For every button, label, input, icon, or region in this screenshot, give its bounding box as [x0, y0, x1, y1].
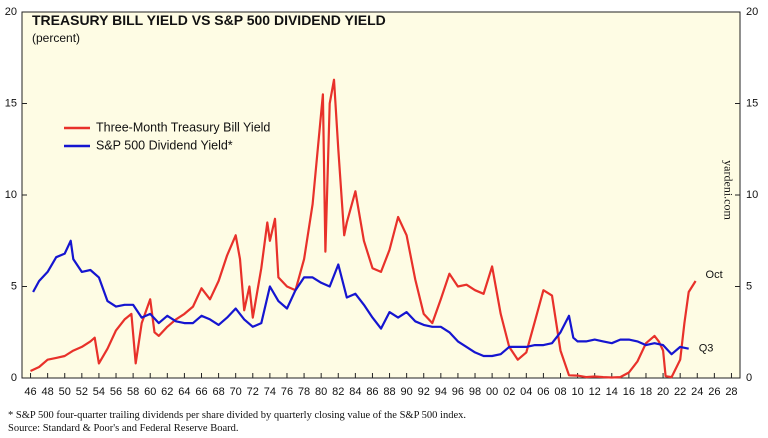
y-tick-label: 15	[5, 97, 17, 109]
x-tick-label: 18	[640, 386, 652, 398]
x-tick-label: 90	[401, 386, 413, 398]
x-tick-label: 88	[383, 386, 395, 398]
x-tick-label: 14	[606, 386, 618, 398]
x-tick-label: 58	[127, 386, 139, 398]
x-tick-label: 66	[195, 386, 207, 398]
x-tick-label: 68	[212, 386, 224, 398]
plot-area	[21, 11, 741, 379]
series-line	[32, 239, 689, 358]
y2-tick-label: 10	[746, 189, 758, 201]
end-label: Q3	[699, 343, 714, 355]
x-tick-label: 64	[178, 386, 190, 398]
x-tick-label: 02	[503, 386, 515, 398]
y2-tick-label: 15	[746, 97, 758, 109]
x-tick-label: 76	[281, 386, 293, 398]
x-tick-label: 04	[520, 386, 532, 398]
y-tick-label: 10	[5, 189, 17, 201]
x-tick-label: 54	[93, 386, 105, 398]
x-tick-label: 16	[623, 386, 635, 398]
x-tick-label: 72	[247, 386, 259, 398]
y-tick-label: 0	[11, 372, 17, 384]
y2-tick-label: 5	[746, 280, 752, 292]
x-tick-label: 28	[725, 386, 737, 398]
x-tick-label: 70	[230, 386, 242, 398]
x-tick-label: 78	[298, 386, 310, 398]
chart-subtitle: (percent)	[32, 31, 80, 45]
series-line	[30, 78, 697, 379]
x-tick-label: 08	[554, 386, 566, 398]
x-tick-label: 98	[469, 386, 481, 398]
x-tick-label: 92	[418, 386, 430, 398]
x-tick-label: 46	[24, 386, 36, 398]
x-tick-label: 10	[571, 386, 583, 398]
source-credit: yardeni.com	[721, 160, 735, 220]
footnote: Source: Standard & Poor's and Federal Re…	[8, 423, 239, 434]
x-tick-label: 24	[691, 386, 703, 398]
x-tick-label: 94	[435, 386, 447, 398]
x-tick-label: 52	[76, 386, 88, 398]
x-tick-label: 20	[657, 386, 669, 398]
end-label: Oct	[706, 269, 723, 281]
x-tick-label: 84	[349, 386, 361, 398]
legend-label: S&P 500 Dividend Yield*	[96, 138, 233, 152]
x-tick-label: 00	[486, 386, 498, 398]
footnote: * S&P 500 four-quarter trailing dividend…	[8, 410, 466, 421]
x-tick-label: 50	[59, 386, 71, 398]
x-tick-label: 56	[110, 386, 122, 398]
legend-label: Three-Month Treasury Bill Yield	[96, 120, 270, 134]
y2-tick-label: 0	[746, 372, 752, 384]
x-tick-label: 86	[366, 386, 378, 398]
x-tick-label: 48	[42, 386, 54, 398]
x-tick-label: 60	[144, 386, 156, 398]
x-tick-label: 74	[264, 386, 276, 398]
x-tick-label: 96	[452, 386, 464, 398]
x-tick-label: 12	[589, 386, 601, 398]
x-tick-label: 22	[674, 386, 686, 398]
x-tick-label: 82	[332, 386, 344, 398]
x-tick-label: 62	[161, 386, 173, 398]
y-tick-label: 20	[5, 6, 17, 18]
x-tick-label: 80	[315, 386, 327, 398]
x-tick-label: 26	[708, 386, 720, 398]
chart-title: TREASURY BILL YIELD VS S&P 500 DIVIDEND …	[32, 12, 386, 28]
x-tick-label: 06	[537, 386, 549, 398]
y2-tick-label: 20	[746, 6, 758, 18]
y-tick-label: 5	[11, 280, 17, 292]
